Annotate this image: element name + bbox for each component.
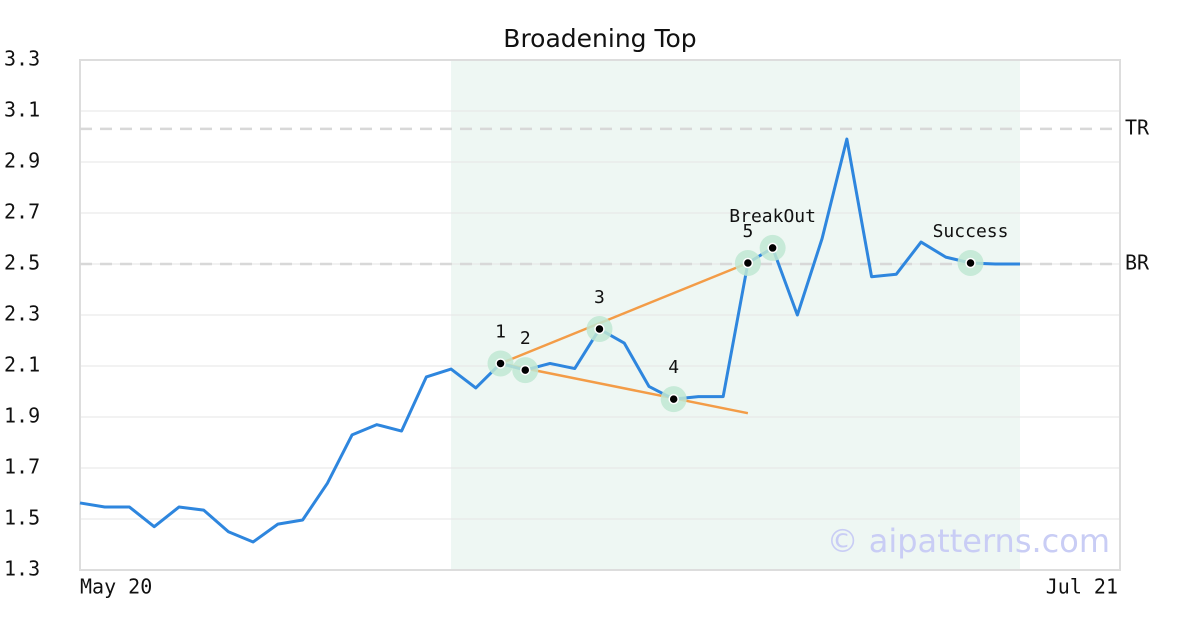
watermark: © aipatterns.com bbox=[827, 522, 1110, 560]
chart-title: Broadening Top bbox=[503, 24, 696, 53]
y-tick-label: 2.9 bbox=[4, 149, 40, 173]
trend-line bbox=[500, 362, 749, 415]
marker-dot bbox=[767, 242, 778, 254]
y-tick-label: 2.5 bbox=[4, 251, 40, 275]
marker-label: BreakOut bbox=[729, 206, 816, 227]
marker-label: 4 bbox=[668, 357, 679, 378]
plot-frame bbox=[79, 59, 1121, 571]
marker-label: Success bbox=[933, 221, 1009, 242]
marker-label: 2 bbox=[520, 328, 531, 349]
marker-dot bbox=[520, 364, 531, 376]
y-tick-label: 3.3 bbox=[4, 47, 40, 71]
marker-dot bbox=[965, 257, 976, 269]
marker-label: 1 bbox=[495, 321, 506, 342]
y-tick-label: 1.3 bbox=[4, 557, 40, 581]
y-tick-label: 1.9 bbox=[4, 404, 40, 428]
price-line bbox=[79, 137, 1020, 544]
marker-label: 3 bbox=[594, 287, 605, 308]
y-tick-label: 1.5 bbox=[4, 506, 40, 530]
marker-dot bbox=[668, 393, 679, 405]
x-tick-label: Jul 21 bbox=[1046, 575, 1118, 599]
marker-dot bbox=[495, 358, 506, 369]
reference-label: BR bbox=[1125, 251, 1150, 275]
y-tick-label: 2.1 bbox=[4, 353, 40, 377]
y-tick-label: 3.1 bbox=[4, 98, 40, 122]
y-tick-label: 1.7 bbox=[4, 455, 40, 479]
x-tick-label: May 20 bbox=[80, 575, 152, 599]
reference-label: TR bbox=[1125, 115, 1150, 139]
marker-dot bbox=[594, 323, 605, 335]
y-tick-label: 2.3 bbox=[4, 302, 40, 326]
marker-dot bbox=[742, 257, 754, 269]
marker-label: 5 bbox=[742, 221, 753, 242]
y-tick-label: 2.7 bbox=[4, 200, 40, 224]
trend-line bbox=[500, 261, 749, 365]
